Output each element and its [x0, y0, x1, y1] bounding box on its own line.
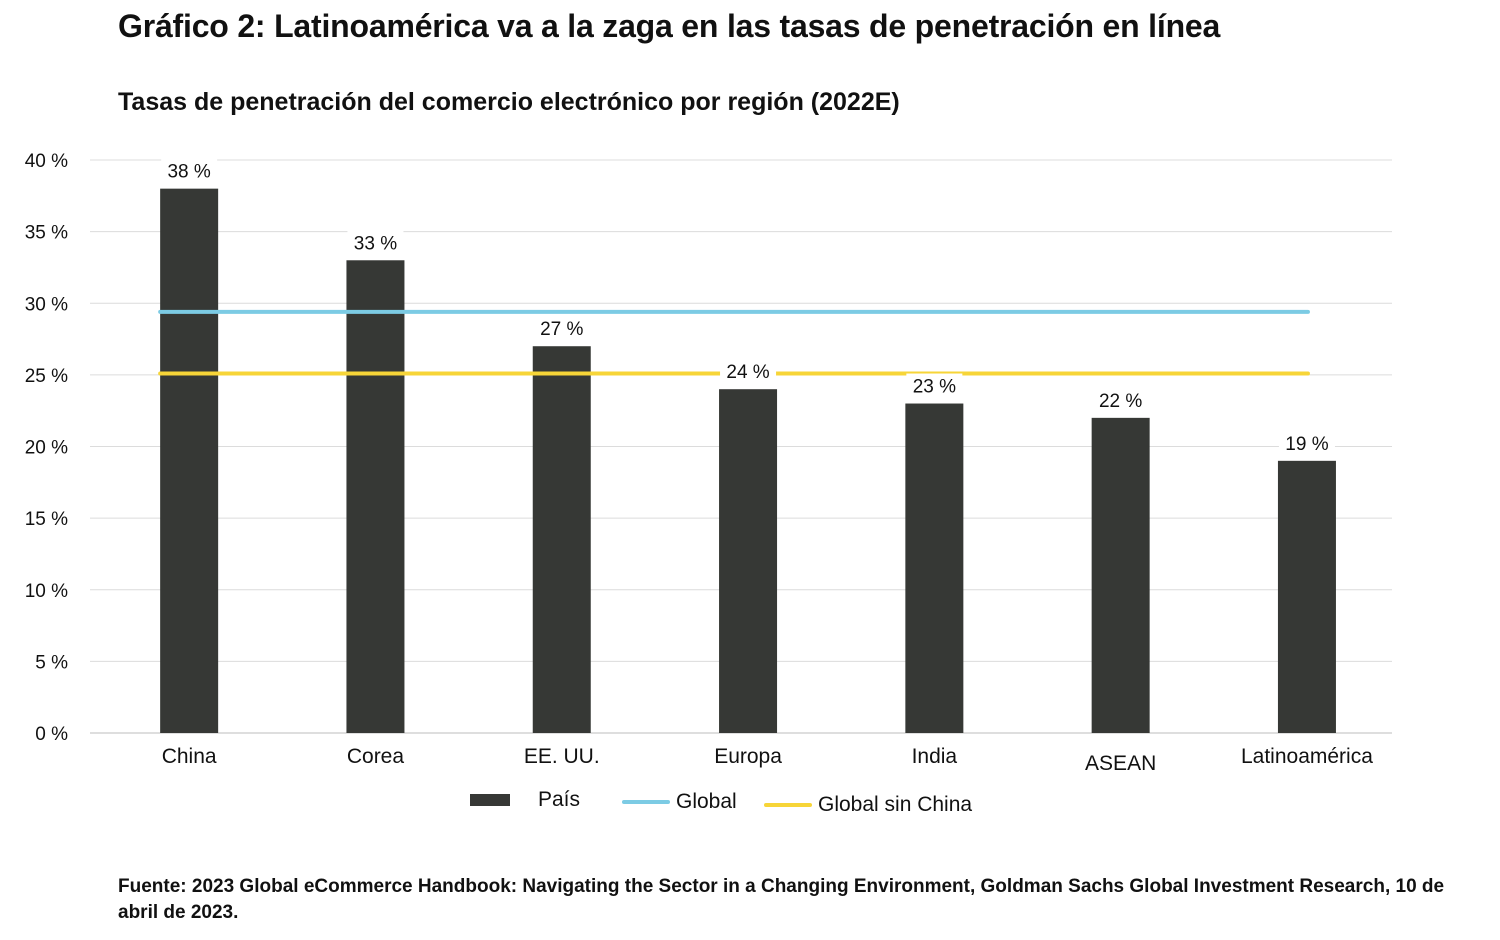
bar-4 — [905, 403, 964, 733]
y-tick-label: 5 % — [35, 652, 68, 673]
data-label: 19 % — [1285, 434, 1328, 455]
bar-2 — [532, 346, 591, 733]
bar-0 — [160, 188, 219, 733]
data-label-bg — [720, 359, 777, 384]
legend-item-pais: País — [470, 788, 580, 812]
legend-label-global-sin-china: Global sin China — [818, 793, 973, 816]
legend-swatch-global — [622, 800, 670, 804]
x-tick-label: ASEAN — [1085, 752, 1156, 775]
data-label: 22 % — [1099, 391, 1142, 412]
legend-swatch-pais — [470, 794, 510, 806]
y-tick-label: 15 % — [25, 509, 68, 530]
x-tick-label: Latinoamérica — [1241, 745, 1373, 768]
data-label: 38 % — [167, 162, 210, 183]
data-label-bg — [161, 158, 218, 183]
legend-item-global: Global — [622, 790, 737, 814]
x-tick-label: China — [162, 745, 217, 768]
y-tick-label: 35 % — [25, 223, 68, 244]
source-note: Fuente: 2023 Global eCommerce Handbook: … — [118, 876, 1445, 923]
x-axis-ticks: China Corea EE. UU. Europa India ASEAN Latinoa… — [162, 745, 1374, 775]
bar-3 — [719, 389, 778, 733]
data-label-bg — [347, 230, 404, 255]
data-labels: 38 % 33 % 27 % 24 % 23 % 22 % 19 % — [161, 158, 1335, 455]
y-tick-label: 30 % — [25, 294, 68, 315]
data-label: 27 % — [540, 319, 583, 340]
legend-label-pais: País — [538, 788, 581, 811]
y-tick-label: 10 % — [25, 581, 68, 602]
y-tick-label: 0 % — [35, 724, 68, 745]
y-tick-label: 25 % — [25, 366, 68, 387]
bar-1 — [346, 260, 405, 733]
y-tick-label: 20 % — [25, 438, 68, 459]
data-label-bg — [533, 316, 590, 341]
chart-title: Gráfico 2: Latinoamérica va a la zaga en… — [118, 8, 1221, 44]
legend-item-global-sin-china: Global sin China — [764, 793, 972, 817]
bar-5 — [1091, 417, 1150, 733]
bars — [160, 188, 1336, 733]
x-tick-label: Europa — [714, 745, 782, 768]
data-label-bg — [1092, 387, 1149, 412]
data-label: 24 % — [726, 362, 769, 383]
data-label: 33 % — [354, 233, 397, 254]
y-tick-label: 40 % — [25, 151, 68, 172]
legend: País Global Global sin China — [0, 788, 1500, 824]
y-axis-ticks: 0 % 5 % 10 % 15 % 20 % 25 % 30 % 35 % 40 % — [25, 151, 68, 745]
data-label-bg — [1278, 430, 1335, 455]
x-tick-label: EE. UU. — [524, 745, 600, 768]
x-tick-label: India — [912, 745, 958, 768]
legend-swatch-global-sin-china — [764, 803, 812, 807]
chart-subtitle: Tasas de penetración del comercio electr… — [118, 88, 900, 116]
legend-label-global: Global — [676, 790, 737, 813]
x-tick-label: Corea — [347, 745, 405, 768]
bar-6 — [1277, 460, 1336, 733]
data-label: 23 % — [913, 377, 956, 398]
data-label-bg — [906, 373, 963, 398]
